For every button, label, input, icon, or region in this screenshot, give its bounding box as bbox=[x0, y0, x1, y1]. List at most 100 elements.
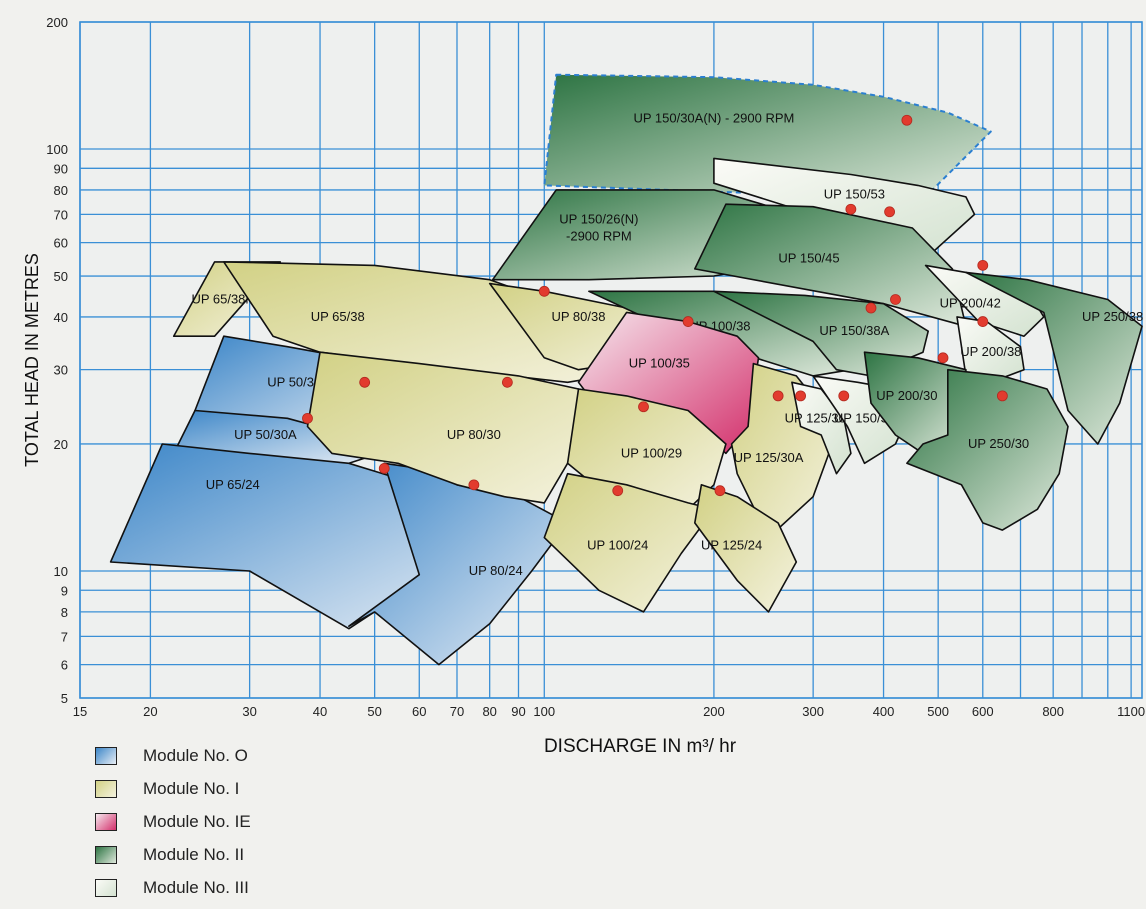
legend-label: Module No. I bbox=[143, 778, 240, 798]
bep-marker bbox=[865, 302, 877, 314]
x-tick-label: 800 bbox=[1042, 704, 1064, 719]
bep-marker bbox=[302, 412, 313, 424]
region-label: UP 200/38 bbox=[960, 344, 1021, 359]
bep-marker bbox=[884, 206, 895, 218]
x-tick-label: 600 bbox=[972, 704, 994, 719]
x-axis-title: DISCHARGE IN m³/ hr bbox=[544, 736, 737, 757]
x-tick-label: 70 bbox=[450, 704, 464, 719]
bep-marker bbox=[378, 463, 390, 474]
bep-marker bbox=[612, 485, 624, 497]
tick-labels: 15 20 30 40 50 60 70 80 90 100 200 300 400 500 600 800 1… bbox=[46, 15, 1145, 719]
y-tick-label: 10 bbox=[54, 564, 68, 579]
legend-item: Module No. O bbox=[95, 739, 251, 772]
y-tick-label: 60 bbox=[54, 236, 68, 251]
region-label: UP 80/30 bbox=[447, 427, 501, 442]
y-tick-label: 8 bbox=[61, 605, 68, 620]
legend-label: Module No. II bbox=[143, 844, 245, 864]
region-label: UP 80/38 bbox=[552, 309, 606, 324]
bep-marker bbox=[714, 485, 726, 497]
region-label: UP 125/24 bbox=[701, 537, 762, 552]
bep-marker bbox=[890, 294, 901, 305]
region-label: UP 65/38 bbox=[311, 309, 365, 324]
bep-marker bbox=[996, 390, 1008, 402]
x-tick-label: 50 bbox=[367, 704, 381, 719]
region-label: UP 250/30 bbox=[968, 436, 1029, 451]
bep-marker bbox=[795, 390, 806, 402]
y-tick-label: 20 bbox=[54, 437, 68, 452]
region-label: UP 65/38M bbox=[191, 291, 256, 306]
x-tick-label: 15 bbox=[73, 704, 87, 719]
x-tick-label: 1100 bbox=[1117, 704, 1145, 719]
regions: UP 150/30A(N) - 2900 RPM UP 150/26(N) -290… bbox=[109, 73, 1143, 666]
y-tick-label: 50 bbox=[54, 269, 68, 284]
x-tick-label: 40 bbox=[313, 704, 327, 719]
region-label: UP 250/38 bbox=[1082, 309, 1143, 324]
y-tick-label: 6 bbox=[61, 658, 68, 673]
y-tick-label: 90 bbox=[54, 161, 68, 176]
region-label: UP 150/26(N) bbox=[559, 211, 638, 226]
region: UP 80/24 bbox=[348, 462, 569, 666]
legend-swatch bbox=[95, 779, 117, 798]
legend: Module No. O Module No. I Module No. IE Mod… bbox=[95, 739, 251, 904]
y-tick-label: 40 bbox=[54, 310, 68, 325]
region-label: UP 65/24 bbox=[206, 477, 260, 492]
region-label: UP 150/45 bbox=[778, 251, 839, 266]
legend-item: Module No. IE bbox=[95, 805, 251, 838]
legend-label: Module No. III bbox=[143, 877, 249, 897]
region: UP 200/42 bbox=[924, 264, 1045, 337]
bep-marker bbox=[977, 259, 989, 271]
legend-label: Module No. IE bbox=[143, 811, 251, 831]
bep-marker bbox=[772, 390, 784, 402]
bep-marker bbox=[638, 401, 649, 413]
bep-marker bbox=[501, 376, 513, 388]
y-tick-label: 100 bbox=[46, 142, 68, 157]
bep-marker bbox=[845, 203, 857, 215]
region-shape bbox=[965, 271, 1143, 445]
bep-marker bbox=[538, 285, 550, 297]
bep-marker bbox=[937, 352, 949, 364]
y-tick-label: 70 bbox=[54, 207, 68, 222]
legend-swatch bbox=[95, 878, 117, 897]
y-tick-label: 5 bbox=[61, 691, 68, 706]
legend-item: Module No. II bbox=[95, 838, 251, 871]
x-tick-label: 80 bbox=[482, 704, 496, 719]
legend-swatch bbox=[95, 746, 117, 765]
bep-marker bbox=[468, 479, 480, 491]
legend-item: Module No. III bbox=[95, 871, 251, 904]
region: UP 200/38 bbox=[956, 316, 1025, 384]
legend-swatch bbox=[95, 845, 117, 864]
legend-item: Module No. I bbox=[95, 772, 251, 805]
region-label: UP 100/29 bbox=[621, 445, 682, 460]
x-tick-label: 90 bbox=[511, 704, 525, 719]
x-tick-label: 100 bbox=[533, 704, 555, 719]
legend-swatch bbox=[95, 812, 117, 831]
bep-marker bbox=[838, 390, 850, 402]
x-tick-label: 400 bbox=[873, 704, 895, 719]
region: UP 250/38 bbox=[965, 271, 1143, 445]
region-label: UP 50/30A bbox=[234, 427, 297, 442]
plot-border bbox=[79, 21, 1143, 699]
y-tick-label: 9 bbox=[61, 583, 68, 598]
region-label: UP 200/30 bbox=[876, 388, 937, 403]
region: UP 80/30 bbox=[306, 351, 590, 504]
bep-marker bbox=[977, 316, 989, 327]
x-tick-label: 200 bbox=[703, 704, 725, 719]
y-axis-title: TOTAL HEAD IN METRES bbox=[22, 253, 42, 467]
region-shape bbox=[306, 351, 590, 504]
bep-marker bbox=[901, 114, 913, 126]
region-label: UP 150/38A bbox=[819, 323, 889, 338]
y-tick-label: 80 bbox=[54, 183, 68, 198]
region-label: UP 50/30 bbox=[267, 374, 321, 389]
region-label: UP 200/42 bbox=[940, 296, 1001, 311]
region-label: UP 150/30A(N) - 2900 RPM bbox=[633, 111, 794, 126]
region: UP 150/30A(N) - 2900 RPM bbox=[543, 73, 992, 201]
x-tick-label: 30 bbox=[242, 704, 256, 719]
x-tick-label: 60 bbox=[412, 704, 426, 719]
x-tick-label: 300 bbox=[802, 704, 824, 719]
region-shape bbox=[543, 73, 992, 201]
bep-marker bbox=[682, 316, 694, 327]
y-tick-label: 30 bbox=[54, 363, 68, 378]
region-label: UP 100/24 bbox=[587, 537, 648, 552]
bep-marker bbox=[359, 376, 371, 388]
